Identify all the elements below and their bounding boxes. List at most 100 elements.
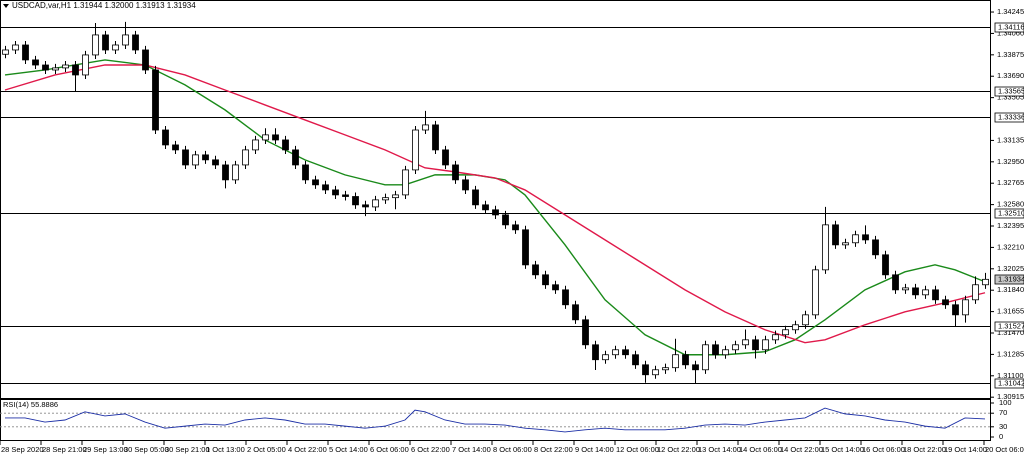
rsi-pane (0, 399, 991, 441)
candle-body (672, 354, 679, 369)
candle-body (802, 314, 809, 326)
level-label-box (994, 208, 1024, 219)
candle-body (2, 49, 9, 55)
rsi-tick-label: 30 (999, 422, 1007, 431)
candle-body (902, 287, 909, 291)
candle-body (512, 224, 519, 231)
candle-body (772, 334, 779, 341)
candle-body (932, 289, 939, 301)
main-pane (0, 0, 991, 399)
y-tick-label: 1.31655 (997, 307, 1024, 316)
candle-body (852, 234, 859, 244)
y-tick-label: 1.32025 (997, 264, 1024, 273)
candle-body (452, 164, 459, 181)
candle-body (722, 349, 729, 356)
candle-body (732, 344, 739, 351)
candle-body (882, 254, 889, 276)
x-tick-label: 8 Oct 06:00 (493, 445, 532, 454)
candle-body (72, 64, 79, 76)
candle-body (22, 44, 29, 61)
candle-body (952, 304, 959, 316)
candle-body (922, 289, 929, 296)
x-tick-label: 14 Oct 22:00 (780, 445, 823, 454)
candle-body (502, 214, 509, 226)
y-tick-label: 1.33690 (997, 71, 1024, 80)
y-tick-label: 1.34060 (997, 28, 1024, 37)
y-tick-label: 1.34245 (997, 7, 1024, 16)
candle-body (52, 67, 59, 71)
candle-body (792, 324, 799, 331)
candle-body (742, 339, 749, 346)
x-tick-label: 14 Oct 06:00 (739, 445, 782, 454)
x-tick-label: 28 Sep 2020 (1, 445, 44, 454)
y-tick-label: 1.31470 (997, 328, 1024, 337)
candle-body (602, 354, 609, 361)
candle-body (682, 354, 689, 366)
candle-body (692, 364, 699, 371)
candle-body (392, 194, 399, 199)
candle-body (192, 154, 199, 166)
candle-body (522, 229, 529, 266)
x-tick-label: 6 Oct 22:00 (411, 445, 450, 454)
menu-arrow[interactable] (3, 4, 9, 8)
y-tick-label: 1.31100 (997, 371, 1024, 380)
x-tick-label: 30 Sep 05:00 (124, 445, 169, 454)
candle-body (222, 164, 229, 181)
x-tick-label: 29 Sep 13:00 (83, 445, 128, 454)
candle-body (532, 264, 539, 276)
candle-body (32, 59, 39, 66)
level-label: 1.31042 (998, 378, 1024, 387)
level-label: 1.32510 (998, 208, 1024, 217)
candle-body (262, 134, 269, 141)
x-tick-label: 8 Oct 22:00 (534, 445, 573, 454)
candle-body (162, 129, 169, 146)
candle-body (542, 274, 549, 286)
x-tick-label: 15 Oct 14:00 (821, 445, 864, 454)
level-label: 1.34116 (998, 22, 1024, 31)
candle-body (12, 44, 19, 51)
candle-body (82, 54, 89, 76)
candle-body (242, 149, 249, 166)
candle-body (582, 319, 589, 346)
candle-body (42, 64, 49, 71)
y-tick-label: 1.32395 (997, 221, 1024, 230)
candle-body (342, 194, 349, 197)
candle-body (552, 284, 559, 291)
candle-body (872, 239, 879, 256)
x-tick-label: 16 Oct 06:00 (862, 445, 905, 454)
candle-body (332, 189, 339, 196)
candle-body (412, 129, 419, 171)
candle-body (472, 189, 479, 206)
candle-body (832, 224, 839, 246)
candle-body (442, 149, 449, 166)
y-tick-label: 1.32210 (997, 242, 1024, 251)
x-tick-label: 1 Oct 13:00 (206, 445, 245, 454)
candle-body (912, 287, 919, 296)
candle-body (132, 34, 139, 51)
candle-body (152, 69, 159, 131)
chart-header: USDCAD,var,H1 1.31944 1.32000 1.31913 1.… (12, 1, 196, 10)
x-tick-label: 12 Oct 06:00 (616, 445, 659, 454)
level-label-box (994, 86, 1024, 97)
x-tick-label: 2 Oct 05:00 (247, 445, 286, 454)
x-tick-label: 7 Oct 14:00 (452, 445, 491, 454)
level-label-box (994, 378, 1024, 389)
x-tick-label: 4 Oct 22:00 (288, 445, 327, 454)
candles (2, 21, 989, 384)
level-label: 1.31527 (998, 321, 1024, 330)
y-tick-label: 1.32765 (997, 178, 1024, 187)
x-tick-label: 5 Oct 14:00 (329, 445, 368, 454)
candle-body (352, 196, 359, 206)
candle-body (632, 354, 639, 366)
y-tick-label: 1.30915 (997, 392, 1024, 401)
candle-body (752, 339, 759, 351)
x-tick-label: 13 Oct 14:00 (698, 445, 741, 454)
candle-body (172, 144, 179, 151)
x-tick-label: 19 Oct 14:00 (944, 445, 987, 454)
candle-body (322, 184, 329, 191)
y-tick-label: 1.31840 (997, 285, 1024, 294)
candle-body (102, 34, 109, 51)
candle-body (232, 164, 239, 181)
y-tick-label: 1.33875 (997, 50, 1024, 59)
candle-body (782, 329, 789, 336)
